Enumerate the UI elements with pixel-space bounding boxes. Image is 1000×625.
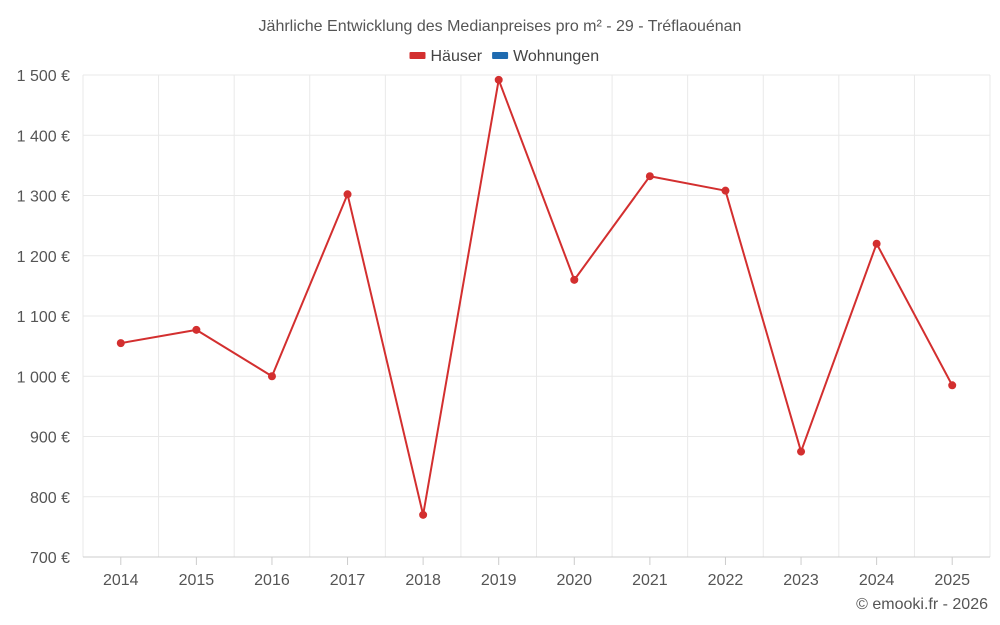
y-tick-label: 1 500 € [17,68,70,85]
data-point [494,75,503,84]
legend: Häuser Wohnungen [409,48,599,65]
x-tick-label: 2018 [405,572,441,589]
y-tick-label: 800 € [30,490,70,507]
x-tick-label: 2014 [103,572,139,589]
x-tick-label: 2020 [556,572,592,589]
chart-title: Jährliche Entwicklung des Medianpreises … [259,18,742,35]
data-point [721,186,730,195]
data-point [872,239,881,248]
x-tick-label: 2021 [632,572,668,589]
x-tick-label: 2025 [934,572,970,589]
data-point [192,325,201,334]
x-axis-ticks: 2014 2015 2016 2017 2018 2019 2020 2021 2022 2023… [103,557,970,589]
legend-label-häuser[interactable]: Häuser [431,48,483,65]
data-point [116,339,125,348]
data-point [267,372,276,381]
data-point [343,190,352,199]
data-point [419,510,428,519]
y-tick-label: 1 200 € [17,249,70,266]
x-tick-label: 2022 [708,572,744,589]
grid [82,74,991,558]
y-axis-ticks: 700 € 800 € 900 € 1 000 € 1 100 € 1 200 € 1 30… [17,68,70,567]
data-point [797,447,806,456]
data-point [948,381,957,390]
y-tick-label: 1 300 € [17,189,70,206]
x-tick-label: 2015 [179,572,215,589]
legend-swatch-wohnungen[interactable] [492,52,509,59]
x-tick-label: 2019 [481,572,517,589]
series-layer [116,75,957,519]
data-point [645,172,654,181]
x-tick-label: 2017 [330,572,366,589]
y-tick-label: 1 000 € [17,369,70,386]
y-tick-label: 900 € [30,430,70,447]
x-tick-label: 2023 [783,572,819,589]
x-tick-label: 2024 [859,572,895,589]
x-tick-label: 2016 [254,572,290,589]
y-tick-label: 700 € [30,550,70,567]
legend-swatch-häuser[interactable] [409,52,426,59]
y-tick-label: 1 100 € [17,309,70,326]
credit-text: © emooki.fr - 2026 [856,596,988,613]
data-point [570,275,579,284]
y-tick-label: 1 400 € [17,128,70,145]
series-line-häuser [120,78,954,516]
legend-label-wohnungen[interactable]: Wohnungen [513,48,599,65]
